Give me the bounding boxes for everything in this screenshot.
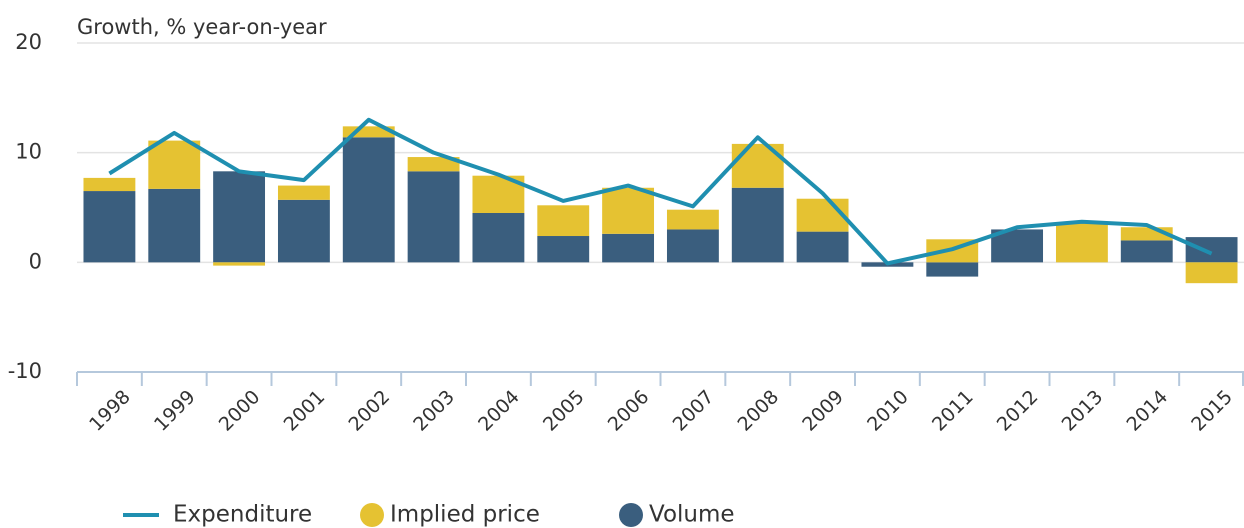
x-tick-label: 2000: [215, 386, 265, 436]
bar: [537, 205, 590, 237]
x-tick-label: 1998: [85, 386, 135, 436]
legend-swatch: [619, 503, 643, 527]
bar: [213, 262, 266, 266]
bar: [148, 140, 201, 189]
bar: [926, 262, 979, 277]
x-tick-label: 2002: [344, 386, 394, 436]
x-tick-label: 2013: [1058, 386, 1108, 436]
bar: [1185, 262, 1238, 284]
y-tick-label: 20: [15, 30, 42, 54]
x-tick-label: 2004: [474, 386, 524, 436]
bar: [666, 229, 719, 263]
bar: [407, 157, 460, 172]
x-tick-label: 2007: [669, 386, 719, 436]
bar: [83, 177, 136, 192]
x-tick-label: 1999: [150, 386, 200, 436]
bar: [342, 126, 395, 138]
x-tick-label: 2012: [993, 386, 1043, 436]
bar: [731, 187, 784, 263]
x-tick-label: 2011: [928, 386, 978, 436]
bar: [602, 187, 655, 234]
y-axis-title: Growth, % year-on-year: [77, 15, 327, 39]
legend-label: Volume: [649, 502, 735, 528]
bar: [83, 191, 136, 263]
bar: [537, 236, 590, 263]
x-tick-label: 2014: [1122, 386, 1172, 436]
x-tick-label: 2003: [409, 386, 459, 436]
legend-label: Implied price: [390, 502, 540, 528]
line: [108, 117, 1213, 266]
legend-label: Expenditure: [173, 502, 312, 528]
legend-swatch: [360, 503, 384, 527]
bar: [277, 185, 330, 200]
x-tick-label: 2009: [798, 386, 848, 436]
y-tick-label: -10: [8, 359, 42, 383]
bar: [407, 171, 460, 263]
bar: [342, 137, 395, 263]
bar: [796, 198, 849, 232]
x-tick-label: 2010: [863, 386, 913, 436]
x-tick-label: 2008: [733, 386, 783, 436]
bar: [213, 171, 266, 263]
y-tick-label: 0: [29, 249, 42, 273]
x-tick-label: 2001: [280, 386, 330, 436]
bar: [472, 212, 525, 263]
bar: [1185, 237, 1238, 263]
bar: [1055, 222, 1108, 263]
bar: [277, 199, 330, 263]
x-tick-label: 2006: [604, 386, 654, 436]
bar: [148, 188, 201, 263]
bar: [796, 231, 849, 263]
bar: [666, 209, 719, 230]
bar: [602, 233, 655, 263]
y-tick-label: 10: [15, 140, 42, 164]
bar: [1120, 240, 1173, 263]
x-tick-label: 2015: [1187, 386, 1237, 436]
x-tick-label: 2005: [539, 386, 589, 436]
